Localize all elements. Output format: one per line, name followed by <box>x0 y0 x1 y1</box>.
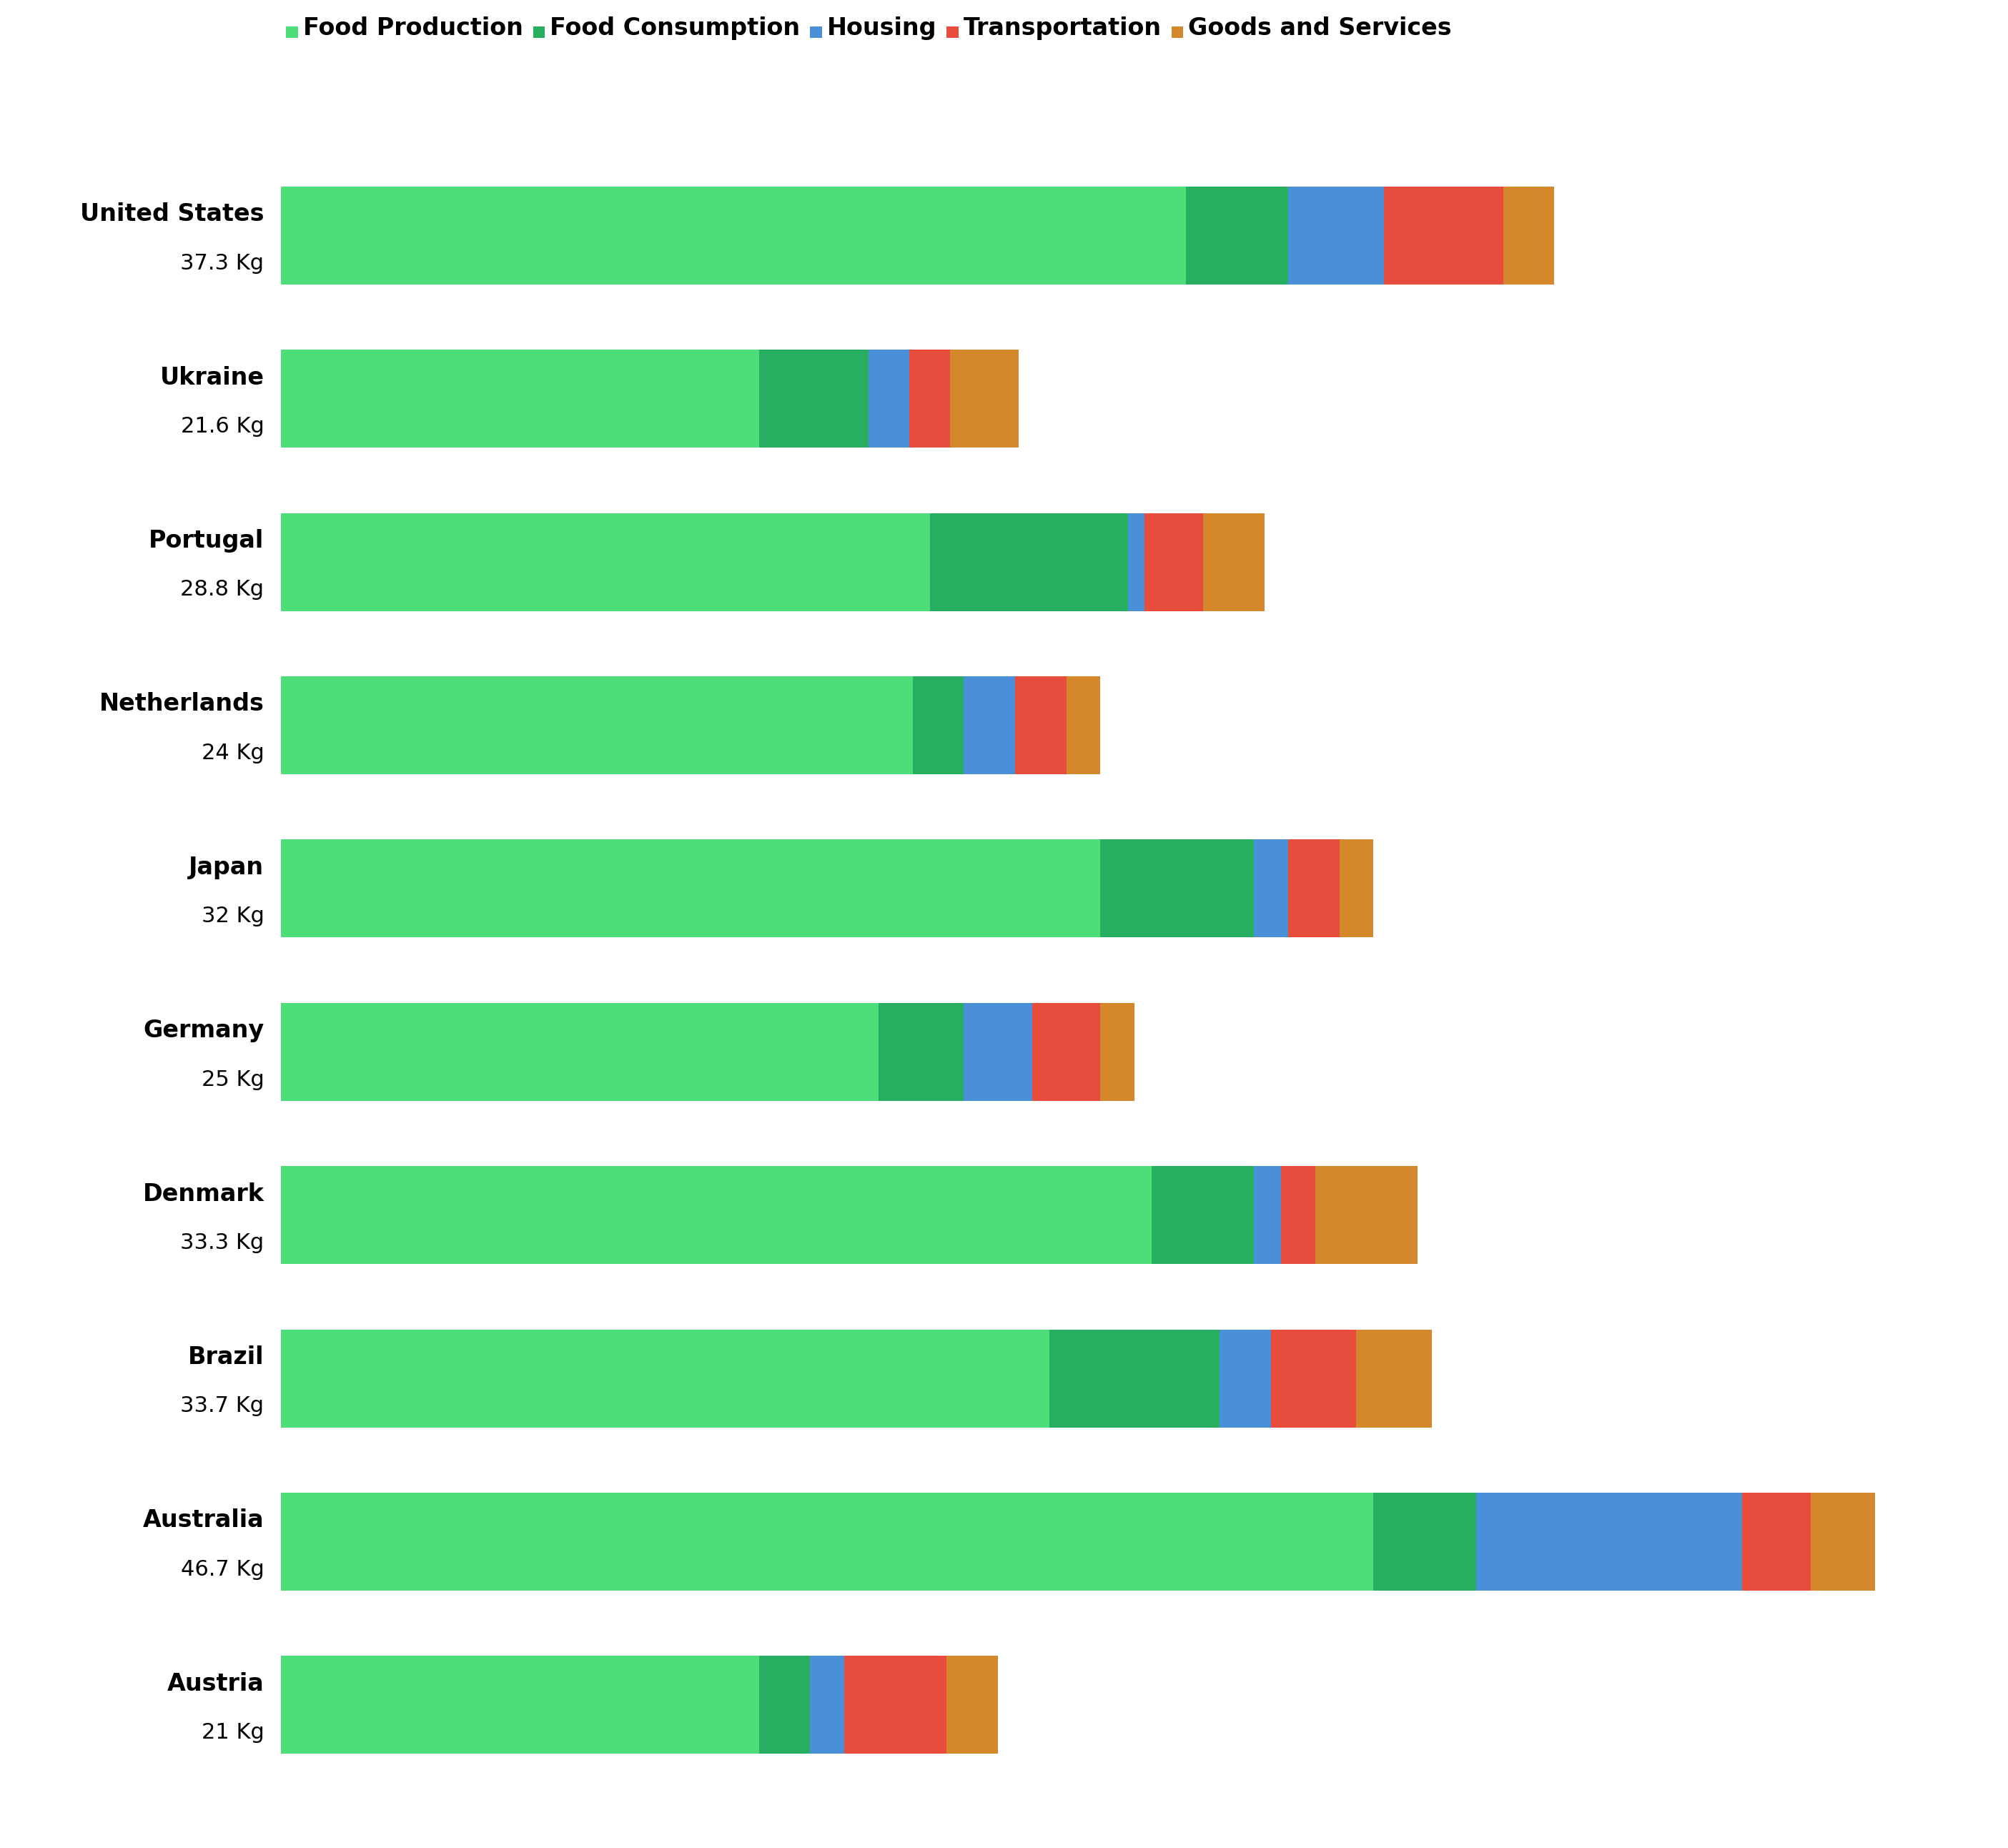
Bar <box>759 349 867 447</box>
Bar <box>1048 1329 1219 1427</box>
Bar <box>1281 1166 1315 1264</box>
Text: Austria: Austria <box>167 1672 265 1695</box>
Text: 32 Kg: 32 Kg <box>201 906 265 926</box>
Text: 33.7 Kg: 33.7 Kg <box>181 1395 265 1417</box>
Bar <box>1128 514 1145 612</box>
Legend: Food Production, Food Consumption, Housing, Transportation, Goods and Services: Food Production, Food Consumption, Housi… <box>285 17 1452 41</box>
Bar <box>1289 187 1384 285</box>
Bar <box>1203 514 1265 612</box>
Bar <box>281 1329 1048 1427</box>
Text: Australia: Australia <box>143 1508 265 1532</box>
Text: 37.3 Kg: 37.3 Kg <box>181 253 265 274</box>
Bar <box>281 1656 759 1754</box>
Bar <box>1185 187 1289 285</box>
Text: Netherlands: Netherlands <box>98 693 265 715</box>
Bar <box>880 1003 964 1101</box>
Bar <box>1153 1166 1253 1264</box>
Bar <box>281 514 930 612</box>
Bar <box>1271 1329 1355 1427</box>
Bar <box>1253 839 1289 937</box>
Bar <box>1373 1493 1476 1591</box>
Bar <box>950 349 1018 447</box>
Bar <box>964 676 1016 774</box>
Text: 25 Kg: 25 Kg <box>201 1070 265 1090</box>
Text: Japan: Japan <box>189 856 265 880</box>
Bar <box>1066 676 1100 774</box>
Text: Germany: Germany <box>143 1018 265 1042</box>
Bar <box>1743 1493 1811 1591</box>
Bar <box>1219 1329 1271 1427</box>
Bar <box>1289 839 1339 937</box>
Bar <box>281 1493 1373 1591</box>
Text: Brazil: Brazil <box>189 1345 265 1369</box>
Text: Portugal: Portugal <box>149 529 265 553</box>
Bar <box>964 1003 1032 1101</box>
Bar <box>1384 187 1504 285</box>
Bar <box>759 1656 809 1754</box>
Bar <box>1476 1493 1743 1591</box>
Bar <box>867 349 910 447</box>
Bar <box>281 187 1185 285</box>
Text: 24 Kg: 24 Kg <box>201 743 265 763</box>
Text: 46.7 Kg: 46.7 Kg <box>181 1560 265 1580</box>
Bar <box>843 1656 948 1754</box>
Text: United States: United States <box>80 203 265 225</box>
Bar <box>1315 1166 1418 1264</box>
Bar <box>281 676 912 774</box>
Text: Ukraine: Ukraine <box>161 366 265 390</box>
Bar <box>1145 514 1203 612</box>
Bar <box>281 349 759 447</box>
Bar <box>1355 1329 1432 1427</box>
Bar <box>1100 839 1253 937</box>
Text: 28.8 Kg: 28.8 Kg <box>181 580 265 601</box>
Text: Denmark: Denmark <box>143 1183 265 1205</box>
Bar <box>930 514 1128 612</box>
Bar <box>1811 1493 1875 1591</box>
Bar <box>281 1166 1153 1264</box>
Text: 21 Kg: 21 Kg <box>201 1722 265 1743</box>
Bar <box>948 1656 998 1754</box>
Bar <box>1100 1003 1135 1101</box>
Text: 33.3 Kg: 33.3 Kg <box>181 1233 265 1253</box>
Text: 21.6 Kg: 21.6 Kg <box>181 416 265 436</box>
Bar <box>912 676 964 774</box>
Bar <box>1339 839 1373 937</box>
Bar <box>281 1003 880 1101</box>
Bar <box>809 1656 843 1754</box>
Bar <box>1253 1166 1281 1264</box>
Bar <box>1504 187 1554 285</box>
Bar <box>281 839 1100 937</box>
Bar <box>1016 676 1066 774</box>
Bar <box>1032 1003 1100 1101</box>
Bar <box>910 349 950 447</box>
